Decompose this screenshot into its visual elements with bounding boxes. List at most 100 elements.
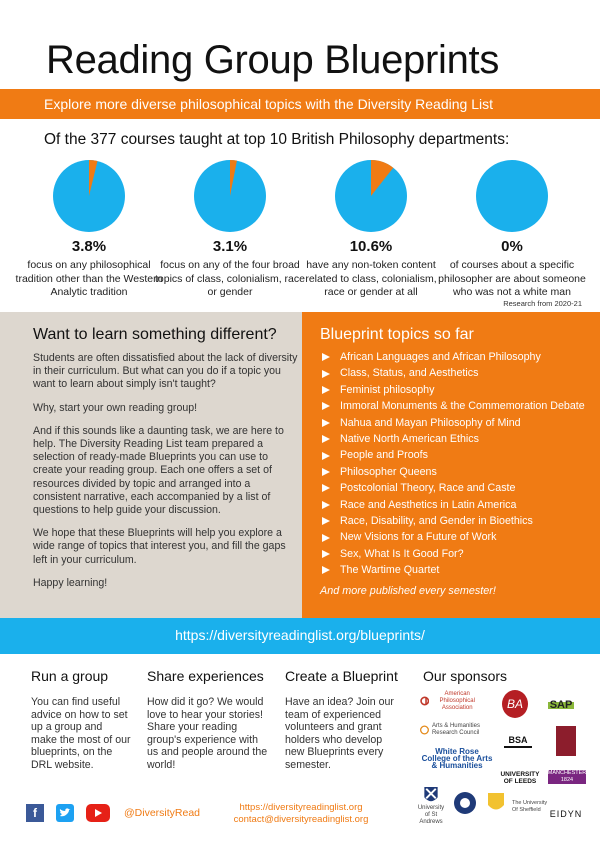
stat-block-4: 0% of courses about a specific philosoph… xyxy=(437,158,587,300)
topics-heading: Blueprint topics so far xyxy=(320,326,474,343)
run-group-column: Run a group You can find useful advice o… xyxy=(31,668,131,772)
bullet-arrow-icon xyxy=(322,435,330,444)
stat-block-1: 3.8% focus on any philosophical traditio… xyxy=(14,158,164,300)
pie-chart-1 xyxy=(53,160,125,232)
bullet-arrow-icon xyxy=(322,500,330,509)
run-group-heading: Run a group xyxy=(31,668,109,684)
edinburgh-crest xyxy=(454,792,476,814)
bullet-arrow-icon xyxy=(322,533,330,542)
topic-item[interactable]: Feminist philosophy xyxy=(322,382,585,398)
topic-item[interactable]: Class, Status, and Aesthetics xyxy=(322,365,585,381)
topic-item[interactable]: Native North American Ethics xyxy=(322,431,585,447)
bullet-arrow-icon xyxy=(322,402,330,411)
subtitle-banner: Explore more diverse philosophical topic… xyxy=(0,89,600,119)
stat-desc-1: focus on any philosophical tradition oth… xyxy=(15,259,163,298)
white-rose-logo: White Rose College of the Arts & Humanit… xyxy=(421,746,493,770)
bullet-arrow-icon xyxy=(322,484,330,493)
sponsor-logos: American Philosophical Association BA SA… xyxy=(416,690,586,830)
topics-more-note: And more published every semester! xyxy=(320,585,496,597)
blueprints-link[interactable]: https://diversityreadinglist.org/bluepri… xyxy=(175,627,425,643)
intro-panel: Want to learn something different? Stude… xyxy=(0,312,302,618)
research-note: Research from 2020-21 xyxy=(503,299,582,308)
bullet-arrow-icon xyxy=(322,451,330,460)
st-andrews-logo: University of St Andrews xyxy=(416,786,446,826)
bullet-arrow-icon xyxy=(322,468,330,477)
topic-item[interactable]: The Wartime Quartet xyxy=(322,562,585,578)
share-text: How did it go? We would love to hear you… xyxy=(147,696,268,771)
share-column: Share experiences How did it go? We woul… xyxy=(147,668,271,772)
facebook-icon[interactable]: f xyxy=(26,804,44,822)
pie-slice-rest xyxy=(476,160,548,232)
topics-panel: Blueprint topics so far African Language… xyxy=(302,312,600,618)
sap-logo: SAP xyxy=(547,698,575,711)
email-link[interactable]: contact@diversityreadinglist.org xyxy=(233,814,369,825)
intro-paragraph: And if this sounds like a daunting task,… xyxy=(33,424,284,517)
sheffield-crest xyxy=(484,790,508,816)
topic-item[interactable]: New Visions for a Future of Work xyxy=(322,529,585,545)
stat-percent-2: 3.1% xyxy=(212,238,248,255)
youtube-icon[interactable] xyxy=(86,804,110,822)
page-title: Reading Group Blueprints xyxy=(46,38,500,82)
ahrc-logo: Arts & Humanities Research Council xyxy=(420,722,494,738)
social-links: f @DiversityRead xyxy=(26,804,200,822)
bullet-arrow-icon xyxy=(322,353,330,362)
topic-item[interactable]: Postcolonial Theory, Race and Caste xyxy=(322,480,585,496)
create-heading: Create a Blueprint xyxy=(285,668,398,684)
bsa-logo: BSA xyxy=(504,734,532,748)
website-link[interactable]: https://diversityreadinglist.org xyxy=(239,802,363,813)
stats-intro: Of the 377 courses taught at top 10 Brit… xyxy=(44,131,510,148)
contact-info: https://diversityreadinglist.org contact… xyxy=(229,802,373,826)
bullet-arrow-icon xyxy=(322,418,330,427)
share-heading: Share experiences xyxy=(147,668,264,684)
stat-percent-1: 3.8% xyxy=(71,238,107,255)
stat-block-2: 3.1% focus on any of the four broad topi… xyxy=(155,158,305,300)
topic-item[interactable]: Nahua and Mayan Philosophy of Mind xyxy=(322,415,585,431)
run-group-text: You can find useful advice on how to set… xyxy=(31,696,131,771)
bullet-arrow-icon xyxy=(322,386,330,395)
stat-percent-4: 0% xyxy=(501,238,523,255)
intro-paragraph: Happy learning! xyxy=(33,576,108,589)
pie-chart-2 xyxy=(194,160,266,232)
sponsors-column: Our sponsors xyxy=(423,668,507,696)
eidyn-logo: EIDYN xyxy=(549,808,583,819)
create-text: Have an idea? Join our team of experienc… xyxy=(285,696,394,771)
twitter-handle[interactable]: @DiversityRead xyxy=(124,807,201,819)
topic-item[interactable]: People and Proofs xyxy=(322,447,585,463)
sponsors-heading: Our sponsors xyxy=(423,668,508,684)
stat-percent-3: 10.6% xyxy=(349,238,393,255)
pie-chart-4 xyxy=(476,160,548,232)
topic-item[interactable]: Sex, What Is It Good For? xyxy=(322,546,585,562)
apa-logo: American Philosophical Association xyxy=(420,690,482,712)
british-academy-logo: BA xyxy=(502,690,528,718)
bullet-arrow-icon xyxy=(322,550,330,559)
bullet-arrow-icon xyxy=(322,517,330,526)
pie-slice-highlight xyxy=(371,160,394,196)
pie-chart-3 xyxy=(335,160,407,232)
bullet-arrow-icon xyxy=(322,566,330,575)
banner-text: Explore more diverse philosophical topic… xyxy=(44,96,493,112)
leeds-logo: UNIVERSITY OF LEEDS xyxy=(500,771,540,785)
topic-item[interactable]: Race and Aesthetics in Latin America xyxy=(322,497,585,513)
stat-desc-2: focus on any of the four broad topics of… xyxy=(155,259,305,298)
twitter-icon[interactable] xyxy=(56,804,74,822)
blueprints-link-band[interactable]: https://diversityreadinglist.org/bluepri… xyxy=(0,618,600,654)
topic-item[interactable]: Race, Disability, and Gender in Bioethic… xyxy=(322,513,585,529)
manchester-logo: MANCHESTER 1824 xyxy=(547,770,587,784)
intro-paragraph: Why, start your own reading group! xyxy=(33,401,198,414)
manchester-crest xyxy=(556,726,576,756)
intro-heading: Want to learn something different? xyxy=(33,326,277,343)
intro-paragraph: We hope that these Blueprints will help … xyxy=(33,527,286,566)
stat-desc-4: of courses about a specific philosopher … xyxy=(438,259,586,298)
topics-list: African Languages and African Philosophy… xyxy=(322,349,585,579)
topic-item[interactable]: Philosopher Queens xyxy=(322,464,585,480)
intro-body: Students are often dissatisfied about th… xyxy=(33,352,299,600)
intro-paragraph: Students are often dissatisfied about th… xyxy=(33,352,298,391)
bullet-arrow-icon xyxy=(322,369,330,378)
topic-item[interactable]: Immoral Monuments & the Commemoration De… xyxy=(322,398,585,414)
pie-slice-highlight xyxy=(230,160,237,196)
topic-item[interactable]: African Languages and African Philosophy xyxy=(322,349,585,365)
pie-slice-highlight xyxy=(89,160,98,196)
stat-block-3: 10.6% have any non-token content related… xyxy=(296,158,446,300)
sheffield-logo: The University Of Sheffield xyxy=(512,800,548,813)
create-column: Create a Blueprint Have an idea? Join ou… xyxy=(285,668,403,772)
